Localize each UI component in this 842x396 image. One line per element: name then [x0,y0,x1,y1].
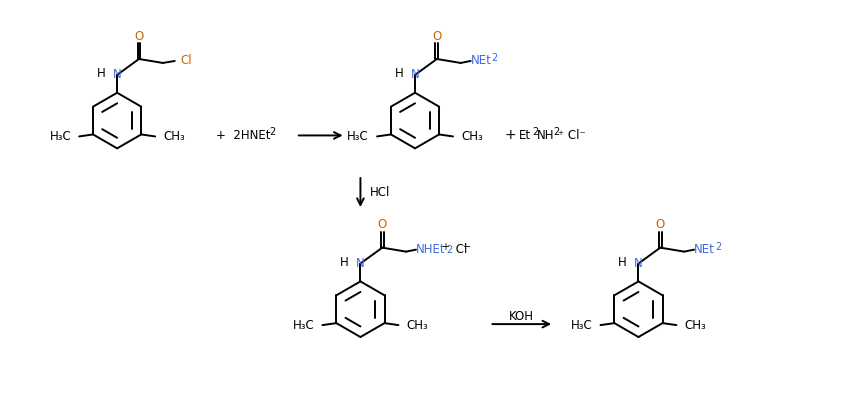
Text: H₃C: H₃C [571,319,593,331]
Text: 2: 2 [553,128,559,137]
Text: NH: NH [537,129,555,142]
Text: O: O [432,30,441,43]
Text: Et: Et [520,129,531,142]
Text: H: H [618,256,626,269]
Text: H: H [394,67,403,80]
Text: 2: 2 [715,242,722,251]
Text: H₃C: H₃C [293,319,315,331]
Text: O: O [135,30,144,43]
Text: NHEt: NHEt [416,243,445,256]
Text: 2: 2 [492,53,498,63]
Text: 2: 2 [532,128,539,137]
Text: NEt: NEt [694,243,715,256]
Text: N: N [356,257,365,270]
Text: +: + [504,128,516,143]
Text: CH₃: CH₃ [461,130,482,143]
Text: CH₃: CH₃ [407,319,428,331]
Text: CH₃: CH₃ [163,130,185,143]
Text: CH₃: CH₃ [685,319,706,331]
Text: N: N [113,69,121,81]
Text: O: O [378,218,386,231]
Text: −: − [463,242,471,251]
Text: H₃C: H₃C [50,130,72,143]
Text: +: + [441,242,449,251]
Text: N: N [411,69,419,81]
Text: N: N [634,257,642,270]
Text: H₃C: H₃C [348,130,369,143]
Text: NEt: NEt [471,55,492,67]
Text: 2: 2 [269,128,275,137]
Text: ⁺ Cl⁻: ⁺ Cl⁻ [558,129,586,142]
Text: 2: 2 [445,245,452,255]
Text: H: H [340,256,349,269]
Text: Cl: Cl [181,55,192,67]
Text: O: O [656,218,665,231]
Text: +  2HNEt: + 2HNEt [216,129,271,142]
Text: Cl: Cl [452,243,467,256]
Text: KOH: KOH [509,310,534,323]
Text: HCl: HCl [370,186,391,198]
Text: H: H [97,67,105,80]
